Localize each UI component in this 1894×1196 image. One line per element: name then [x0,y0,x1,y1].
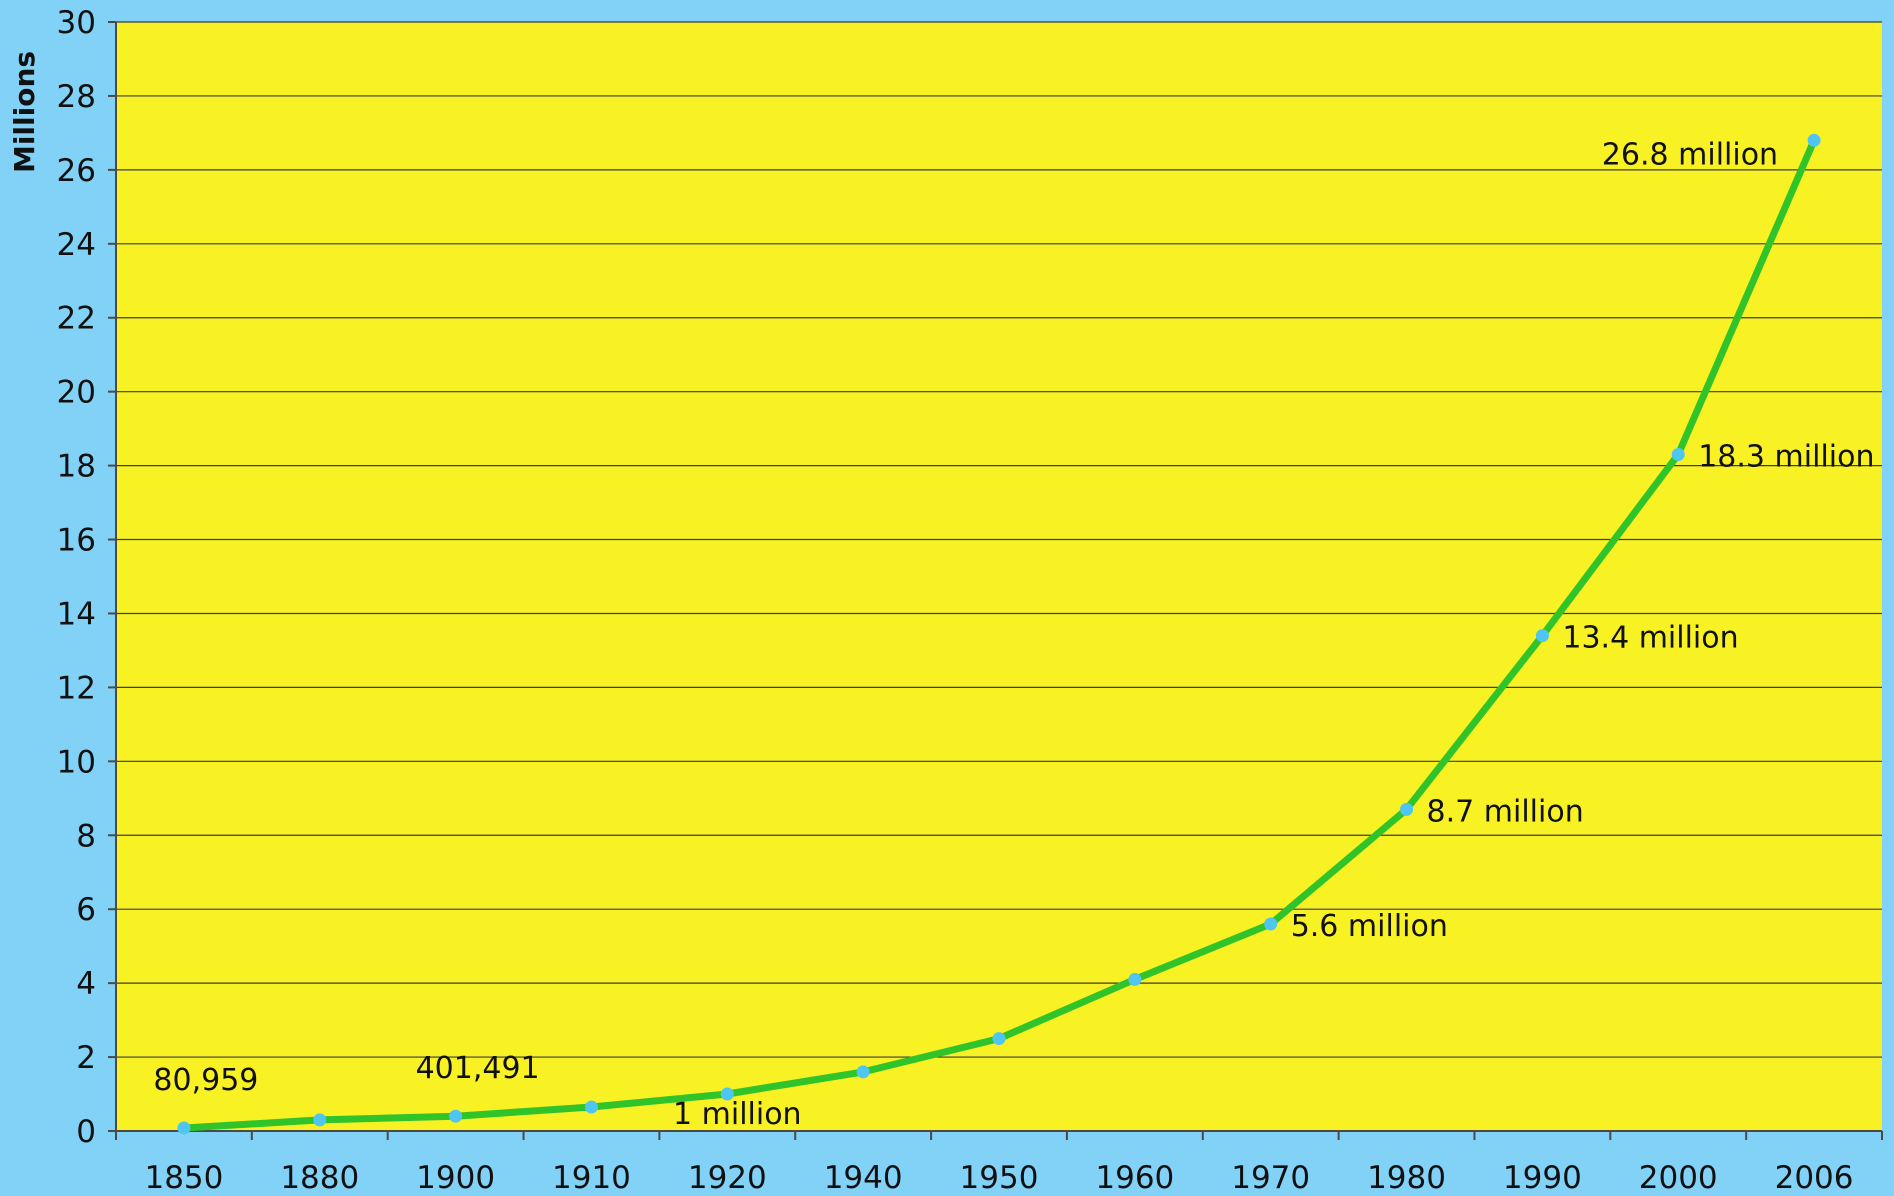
data-point-1920 [720,1087,734,1101]
y-tick-label: 8 [76,818,96,854]
data-label: 5.6 million [1291,909,1448,944]
data-point-1880 [313,1113,327,1127]
data-label: 18.3 million [1698,440,1874,475]
data-point-1990 [1535,629,1549,643]
x-tick-label: 1970 [1231,1160,1310,1196]
data-point-1980 [1400,802,1414,816]
y-tick-label: 24 [57,227,96,263]
data-points [177,133,1821,1135]
data-point-1950 [992,1032,1006,1046]
data-labels: 80,959 401,491 1 million 5.6 million 8.7 mil… [153,137,1874,1132]
x-tick-label: 1940 [824,1160,903,1196]
data-point-1960 [1128,972,1142,986]
x-tick-label: 2006 [1775,1160,1854,1196]
y-tick-label: 28 [57,79,96,115]
y-axis-title: Millions [8,51,41,173]
x-tick-label: 1900 [416,1160,495,1196]
x-tick-label: 1850 [144,1160,223,1196]
x-tick-label: 2000 [1639,1160,1718,1196]
y-tick-label: 30 [57,5,96,41]
data-point-1900 [449,1109,463,1123]
y-tick-label: 6 [76,892,96,928]
y-tick-label: 16 [57,523,96,559]
grid-lines [116,21,1882,1058]
x-tick-label: 1960 [1095,1160,1174,1196]
y-tick-label: 10 [57,744,96,780]
y-tick-label: 20 [57,375,96,411]
x-tick-label: 1950 [960,1160,1039,1196]
y-tick-label: 14 [57,596,96,632]
axes [108,21,1883,1140]
data-label: 80,959 [153,1063,258,1098]
y-tick-label: 18 [57,449,96,485]
x-tick-labels: 1850 1880 1900 1910 1920 1940 1950 1960 1970 1980… [144,1160,1853,1196]
data-label: 401,491 [416,1051,540,1086]
y-tick-label: 22 [57,301,96,337]
y-tick-label: 12 [57,670,96,706]
y-tick-label: 2 [76,1040,96,1076]
x-tick-label: 1920 [688,1160,767,1196]
data-point-1910 [584,1100,598,1114]
data-point-2006 [1807,133,1821,147]
y-tick-label: 4 [76,966,96,1002]
plot-area [116,22,1882,1131]
data-point-1940 [856,1065,870,1079]
data-point-2000 [1671,448,1685,462]
data-point-1850 [177,1121,191,1135]
x-tick-label: 1880 [280,1160,359,1196]
y-tick-label: 0 [76,1114,96,1150]
x-tick-label: 1980 [1367,1160,1446,1196]
data-label: 26.8 million [1602,137,1778,172]
data-label: 13.4 million [1562,621,1738,656]
x-tick-label: 1990 [1503,1160,1582,1196]
x-tick-label: 1910 [552,1160,631,1196]
data-point-1970 [1264,917,1278,931]
y-tick-label: 26 [57,153,96,189]
data-label: 1 million [673,1097,802,1132]
data-label: 8.7 million [1427,794,1584,829]
